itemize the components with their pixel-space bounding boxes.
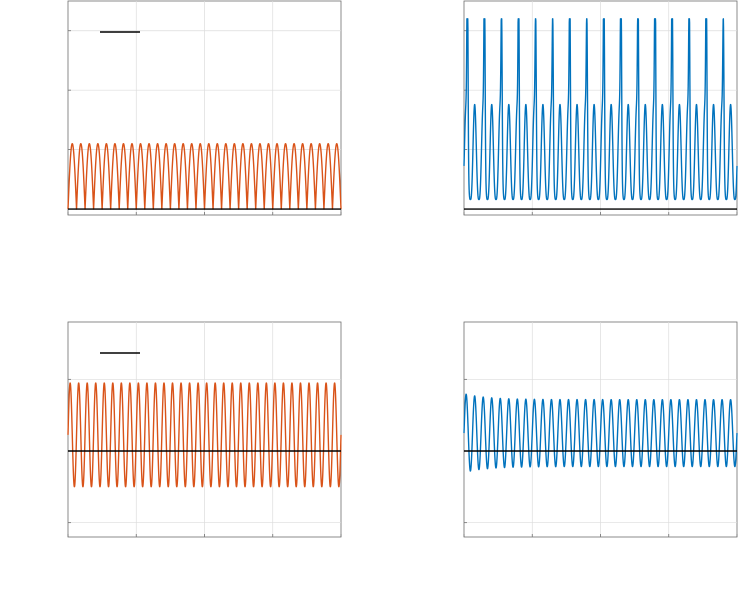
series-line-0	[67, 382, 342, 488]
series-line-0	[463, 18, 738, 201]
subplot-top-left	[67, 0, 342, 216]
subplot-bottom-left	[67, 321, 342, 538]
subplot-top-right	[463, 0, 738, 216]
series-line-0	[463, 393, 738, 472]
subplot-bottom-right	[463, 321, 738, 538]
